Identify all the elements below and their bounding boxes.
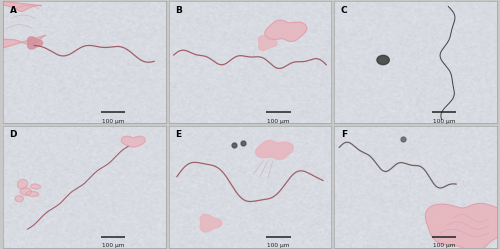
- Polygon shape: [28, 37, 42, 49]
- Polygon shape: [256, 140, 294, 160]
- Polygon shape: [258, 36, 277, 50]
- Text: A: A: [10, 6, 16, 15]
- Text: F: F: [341, 130, 347, 139]
- Text: 100 μm: 100 μm: [267, 243, 289, 248]
- Ellipse shape: [15, 196, 24, 202]
- Text: 100 μm: 100 μm: [102, 119, 124, 124]
- Circle shape: [377, 55, 390, 65]
- Polygon shape: [200, 214, 222, 232]
- Ellipse shape: [30, 184, 40, 189]
- Text: 100 μm: 100 μm: [102, 243, 124, 248]
- Text: D: D: [10, 130, 17, 139]
- Polygon shape: [265, 20, 307, 41]
- Circle shape: [380, 57, 385, 62]
- Ellipse shape: [18, 179, 28, 189]
- Polygon shape: [0, 1, 46, 48]
- Text: 100 μm: 100 μm: [433, 243, 456, 248]
- Polygon shape: [426, 203, 500, 249]
- Text: 100 μm: 100 μm: [267, 119, 289, 124]
- Ellipse shape: [26, 191, 39, 196]
- Text: E: E: [175, 130, 182, 139]
- Text: C: C: [341, 6, 347, 15]
- Text: 100 μm: 100 μm: [433, 119, 456, 124]
- Text: B: B: [175, 6, 182, 15]
- Ellipse shape: [20, 188, 32, 195]
- Polygon shape: [121, 136, 145, 147]
